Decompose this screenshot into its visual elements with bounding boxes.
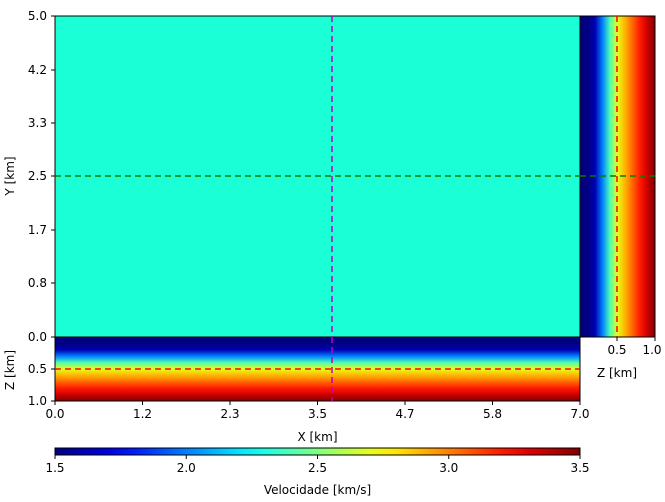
x-axis-label: X [km] — [297, 430, 337, 444]
y-tick-label: 2.5 — [28, 169, 47, 183]
y-axis-label: Y [km] — [3, 156, 17, 196]
y-tick-label: 5.0 — [28, 9, 47, 23]
z-tick-label: 1.0 — [28, 394, 47, 408]
z-axis-ticks — [51, 368, 55, 402]
y-tick-label: 4.2 — [28, 63, 47, 77]
y-axis-ticks — [51, 15, 55, 338]
x-tick-label: 1.2 — [133, 407, 152, 421]
yz-z-tick-label: 0.5 — [607, 343, 626, 357]
yz-z-axis-tick-labels: 0.5 1.0 — [607, 343, 661, 357]
colorbar-tick-labels: 1.5 2.0 2.5 3.0 3.5 — [45, 461, 589, 475]
colorbar-tick-label: 1.5 — [45, 461, 64, 475]
y-tick-label: 3.3 — [28, 116, 47, 130]
colorbar-tick-label: 3.5 — [570, 461, 589, 475]
x-tick-label: 3.5 — [308, 407, 327, 421]
yz-z-axis-label: Z [km] — [597, 366, 637, 380]
z-axis-tick-labels: 0.5 1.0 — [28, 362, 47, 408]
x-tick-label: 4.7 — [395, 407, 414, 421]
x-tick-label: 2.3 — [220, 407, 239, 421]
z-tick-label: 0.5 — [28, 362, 47, 376]
y-tick-label: 0.8 — [28, 276, 47, 290]
colorbar-label: Velocidade [km/s] — [264, 483, 371, 497]
yz-z-tick-label: 1.0 — [642, 343, 661, 357]
x-axis-ticks — [54, 401, 581, 405]
colorbar-tick-label: 2.0 — [177, 461, 196, 475]
x-tick-label: 5.8 — [483, 407, 502, 421]
x-tick-label: 0.0 — [45, 407, 64, 421]
yz-z-axis-ticks — [616, 337, 656, 341]
colorbar-ticks — [54, 455, 581, 459]
y-tick-label: 0.0 — [28, 330, 47, 344]
x-axis-tick-labels: 0.0 1.2 2.3 3.5 4.7 5.8 7.0 — [45, 407, 589, 421]
y-axis-tick-labels: 5.0 4.2 3.3 2.5 1.7 0.8 0.0 — [28, 9, 47, 344]
colorbar-tick-label: 3.0 — [439, 461, 458, 475]
colorbar-tick-label: 2.5 — [308, 461, 327, 475]
y-tick-label: 1.7 — [28, 223, 47, 237]
colorbar — [55, 448, 580, 455]
z-axis-label-left: Z [km] — [3, 350, 17, 390]
x-tick-label: 7.0 — [570, 407, 589, 421]
